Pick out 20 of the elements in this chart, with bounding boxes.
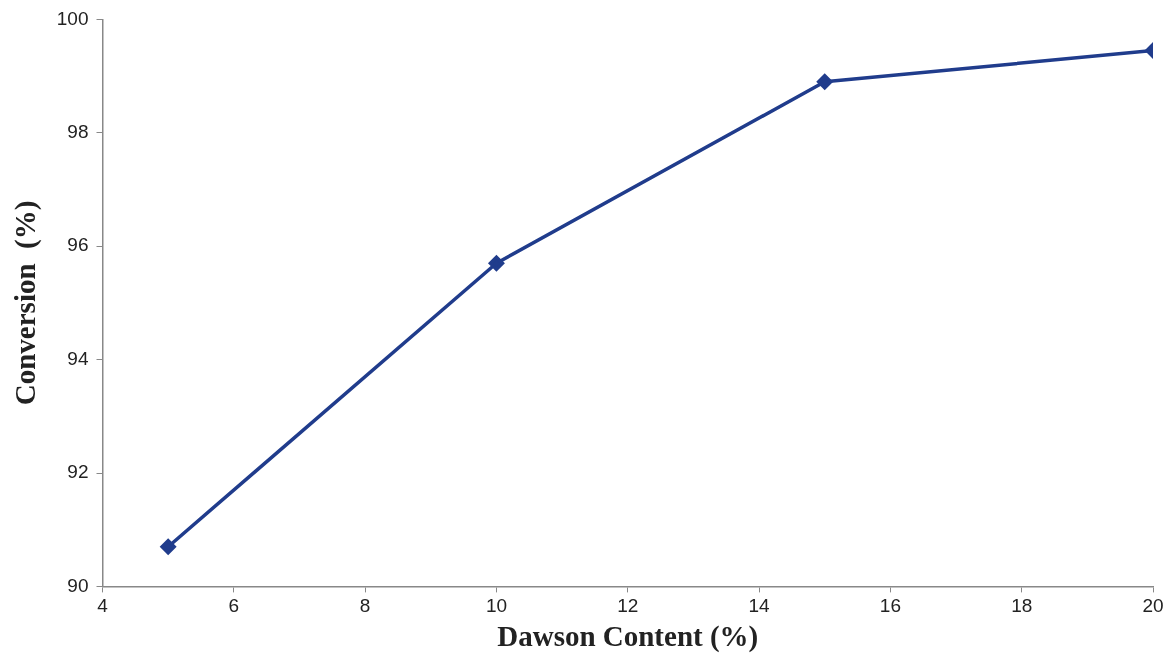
y-tick-label: 100 [56, 7, 89, 29]
y-axis-title: Conversion (%) [8, 200, 42, 406]
x-tick-label: 10 [485, 595, 508, 617]
x-axis-title: Dawson Content (%) [497, 620, 759, 654]
y-tick-label: 94 [67, 347, 89, 369]
x-tick-label: 20 [1142, 595, 1164, 617]
point [160, 538, 176, 555]
y-tick-label: 92 [67, 461, 89, 483]
y-tick-label: 96 [67, 234, 89, 256]
point [816, 74, 833, 90]
x-tick-label: 14 [748, 595, 771, 617]
y-tick-label: 98 [67, 121, 89, 143]
x-tick-label: 16 [879, 595, 901, 617]
x-tick-label: 6 [228, 595, 240, 617]
x-tick-label: 12 [617, 595, 639, 617]
y-tick-label: 90 [67, 574, 89, 596]
x-tick-label: 8 [359, 595, 371, 617]
point [488, 255, 505, 271]
x-tick-label: 18 [1011, 595, 1033, 617]
x-tick-label: 4 [97, 595, 109, 617]
